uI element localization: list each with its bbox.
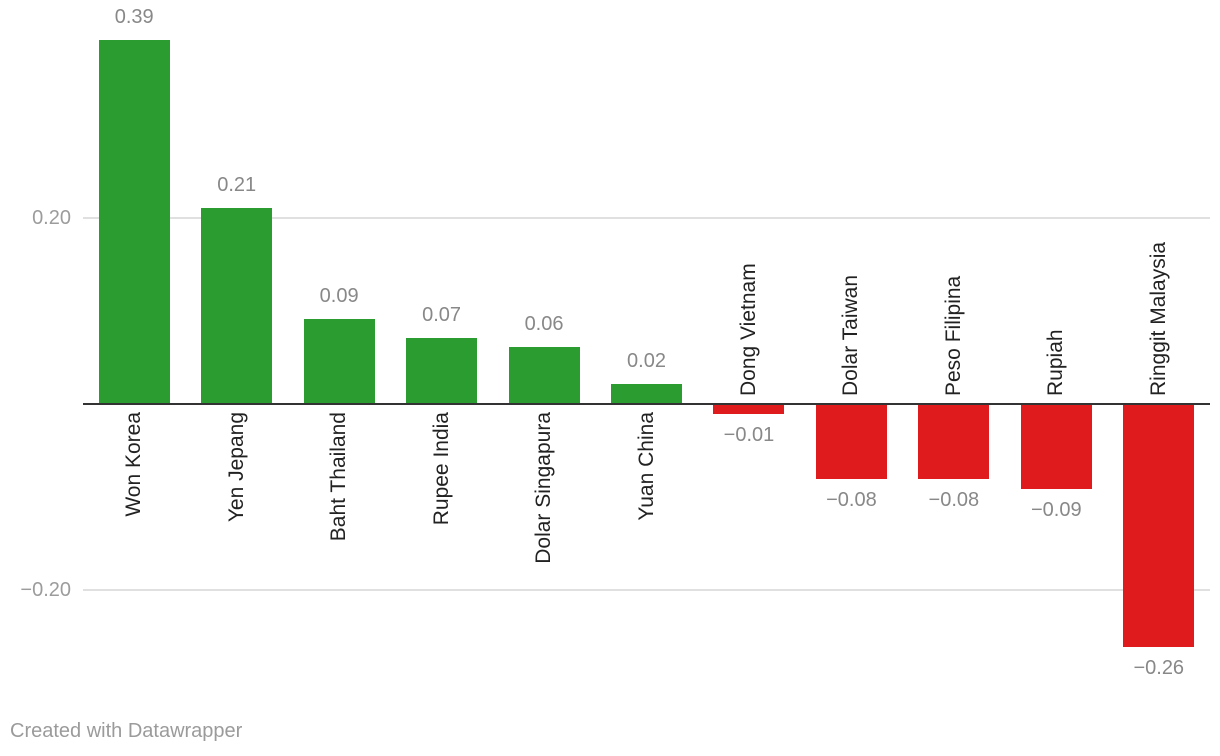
value-label-dolar-taiwan: −0.08	[826, 489, 877, 512]
value-label-rupiah: −0.09	[1031, 498, 1082, 521]
bar-dolar-taiwan[interactable]	[815, 405, 887, 480]
bar-rupiah[interactable]	[1020, 405, 1092, 489]
bar-baht-thailand[interactable]	[303, 319, 375, 403]
value-label-peso-filipina: −0.08	[928, 489, 980, 512]
y-tick-label--0.2: −0.20	[20, 579, 71, 601]
bar-dolar-singapura[interactable]	[508, 347, 580, 403]
category-label-won-korea: Won Korea	[122, 412, 146, 517]
value-label-baht-thailand: 0.09	[319, 285, 359, 308]
bar-dong-vietnam[interactable]	[713, 405, 785, 415]
category-label-ringgit-malaysia: Ringgit Malaysia	[1146, 241, 1170, 396]
bar-peso-filipina[interactable]	[918, 405, 990, 480]
category-label-baht-thailand: Baht Thailand	[327, 412, 351, 542]
bar-yen-jepang[interactable]	[201, 207, 273, 403]
value-label-dong-vietnam: −0.01	[723, 424, 775, 447]
gridline-0.2	[83, 217, 1210, 219]
x-axis-baseline	[83, 403, 1210, 405]
category-label-yen-jepang: Yen Jepang	[224, 412, 248, 523]
value-label-won-korea: 0.39	[114, 6, 154, 29]
category-label-dolar-singapura: Dolar Singapura	[532, 412, 556, 564]
category-label-rupiah: Rupiah	[1044, 329, 1068, 396]
category-label-yuan-china: Yuan China	[634, 412, 658, 521]
bar-ringgit-malaysia[interactable]	[1123, 405, 1195, 647]
category-label-peso-filipina: Peso Filipina	[941, 275, 965, 396]
bar-rupee-india[interactable]	[406, 337, 478, 403]
gridline--0.2	[83, 589, 1210, 591]
bar-won-korea[interactable]	[98, 40, 170, 403]
category-label-rupee-india: Rupee India	[429, 412, 453, 526]
y-tick-label-0.2: 0.20	[32, 207, 71, 229]
value-label-rupee-india: 0.07	[422, 303, 462, 326]
bar-yuan-china[interactable]	[611, 384, 682, 403]
value-label-yen-jepang: 0.21	[217, 173, 257, 196]
value-label-dolar-singapura: 0.06	[524, 313, 564, 336]
category-label-dong-vietnam: Dong Vietnam	[736, 263, 760, 396]
value-label-ringgit-malaysia: −0.26	[1133, 656, 1185, 679]
category-label-dolar-taiwan: Dolar Taiwan	[839, 274, 863, 396]
value-label-yuan-china: 0.02	[627, 350, 666, 373]
datawrapper-attribution-link[interactable]: Created with Datawrapper	[10, 720, 243, 742]
